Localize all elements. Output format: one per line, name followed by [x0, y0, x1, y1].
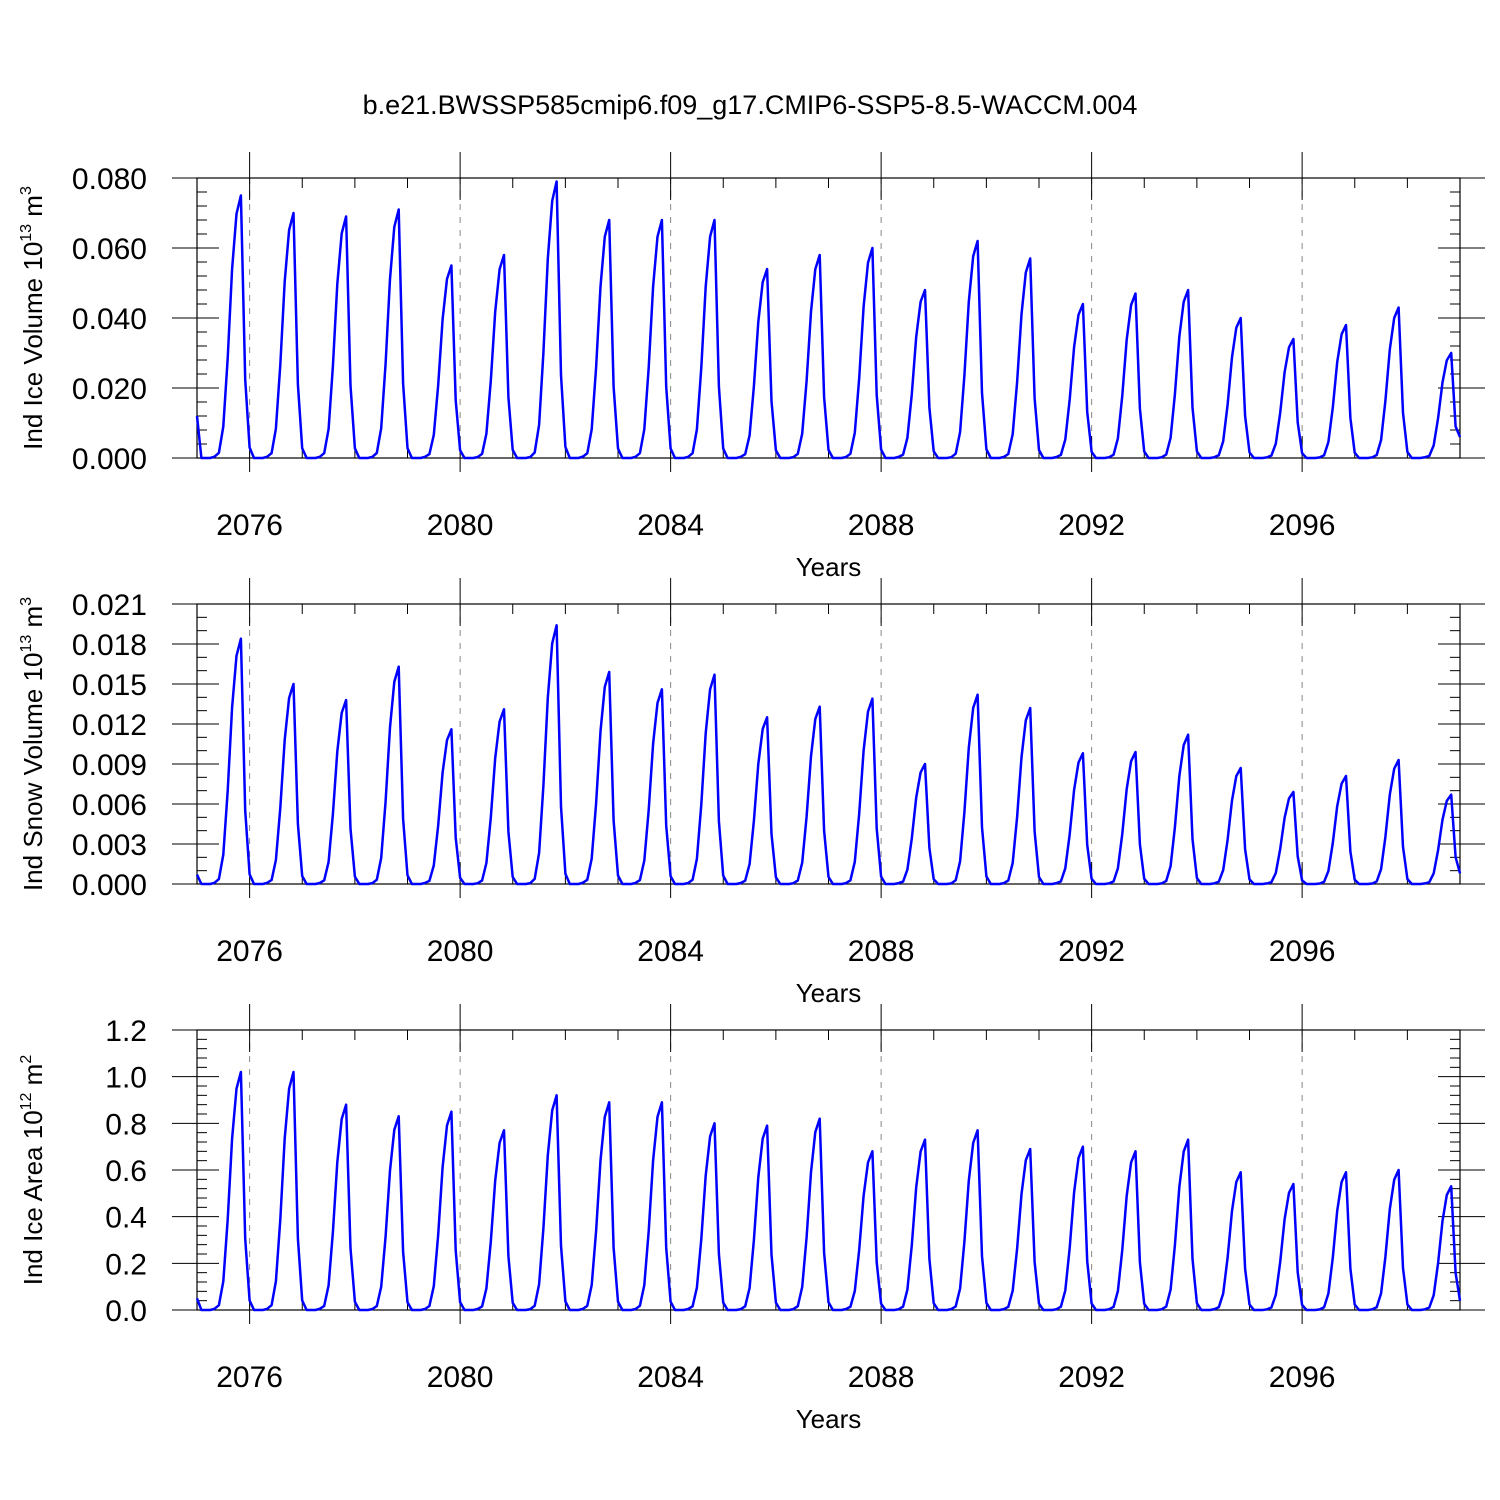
chart-title: b.e21.BWSSP585cmip6.f09_g17.CMIP6-SSP5-8…	[363, 90, 1138, 120]
y-axis-label-text: Ind Snow Volume 10	[18, 653, 48, 892]
y-tick-label: 0.4	[105, 1202, 147, 1235]
chart-panel-3: 2076 2080 2084 2088 2092 2096 0.0 0.2 0.4 0.6 0.8 1…	[18, 1004, 1485, 1434]
y-tick-label: 1.0	[105, 1062, 147, 1095]
y-axis-label: Ind Ice Volume 1013 m3	[18, 186, 48, 450]
y-tick-label: 0.080	[72, 163, 147, 196]
x-tick-label: 2088	[848, 1361, 915, 1394]
y-tick-label: 0.6	[105, 1155, 147, 1188]
x-tick-label: 2088	[848, 935, 915, 968]
y-tick-label: 1.2	[105, 1015, 147, 1048]
y-tick-label: 0.018	[72, 629, 147, 662]
x-tick-label: 2084	[637, 509, 704, 542]
x-tick-label: 2084	[637, 935, 704, 968]
x-tick-label: 2096	[1269, 935, 1336, 968]
y-tick-label: 0.020	[72, 373, 147, 406]
y-tick-label: 0.0	[105, 1295, 147, 1328]
y-tick-label: 0.012	[72, 709, 147, 742]
x-tick-label: 2076	[216, 935, 283, 968]
x-tick-label: 2080	[427, 935, 494, 968]
y-axis-label-text: Ind Ice Volume 10	[18, 242, 48, 450]
series-line	[195, 180, 1462, 460]
chart-panel-1: 2076 2080 2084 2088 2092 2096 0.000 0.020 0.040 0…	[18, 152, 1485, 582]
series-line	[195, 624, 1462, 886]
x-tick-label: 2092	[1058, 1361, 1125, 1394]
x-axis-label: Years	[796, 1404, 862, 1434]
plot-frame	[196, 1029, 1461, 1311]
x-axis-label: Years	[796, 552, 862, 582]
chart-panel-2: 2076 2080 2084 2088 2092 2096 0.000 0.003 0.006 0…	[18, 578, 1485, 1008]
y-tick-label: 0.009	[72, 749, 147, 782]
y-tick-label: 0.8	[105, 1108, 147, 1141]
y-axis-label-unit: m	[18, 1064, 48, 1093]
y-axis-label-unit-exponent: 2	[18, 1055, 35, 1064]
y-axis-label-unit: m	[18, 195, 48, 224]
y-tick-label: 0.000	[72, 443, 147, 476]
y-axis-label-unit-exponent: 3	[18, 597, 35, 606]
y-axis-label: Ind Snow Volume 1013 m3	[18, 597, 48, 891]
y-tick-label: 0.021	[72, 589, 147, 622]
y-tick-label: 0.003	[72, 829, 147, 862]
x-tick-label: 2096	[1269, 509, 1336, 542]
x-tick-label: 2088	[848, 509, 915, 542]
panels: 2076 2080 2084 2088 2092 2096 0.000 0.020 0.040 0…	[18, 152, 1485, 1434]
y-axis-label: Ind Ice Area 1012 m2	[18, 1055, 48, 1286]
x-tick-label: 2084	[637, 1361, 704, 1394]
x-tick-label: 2092	[1058, 935, 1125, 968]
y-tick-label: 0.006	[72, 789, 147, 822]
plot-frame	[196, 603, 1461, 885]
y-tick-label: 0.040	[72, 303, 147, 336]
y-axis-label-text: Ind Ice Area 10	[18, 1110, 48, 1285]
y-axis-label-exponent: 12	[18, 1092, 35, 1110]
x-tick-label: 2080	[427, 1361, 494, 1394]
series-line	[195, 1070, 1462, 1312]
y-tick-label: 0.060	[72, 233, 147, 266]
x-tick-label: 2076	[216, 1361, 283, 1394]
x-axis-label: Years	[796, 978, 862, 1008]
x-tick-label: 2092	[1058, 509, 1125, 542]
y-axis-label-exponent: 13	[18, 635, 35, 653]
y-axis-label-unit-exponent: 3	[18, 186, 35, 195]
plot-frame	[196, 177, 1461, 459]
y-axis-label-unit: m	[18, 606, 48, 635]
x-tick-label: 2096	[1269, 1361, 1336, 1394]
x-tick-label: 2080	[427, 509, 494, 542]
y-tick-label: 0.000	[72, 869, 147, 902]
y-tick-label: 0.015	[72, 669, 147, 702]
y-axis-label-exponent: 13	[18, 224, 35, 242]
y-tick-label: 0.2	[105, 1248, 147, 1281]
x-tick-label: 2076	[216, 509, 283, 542]
